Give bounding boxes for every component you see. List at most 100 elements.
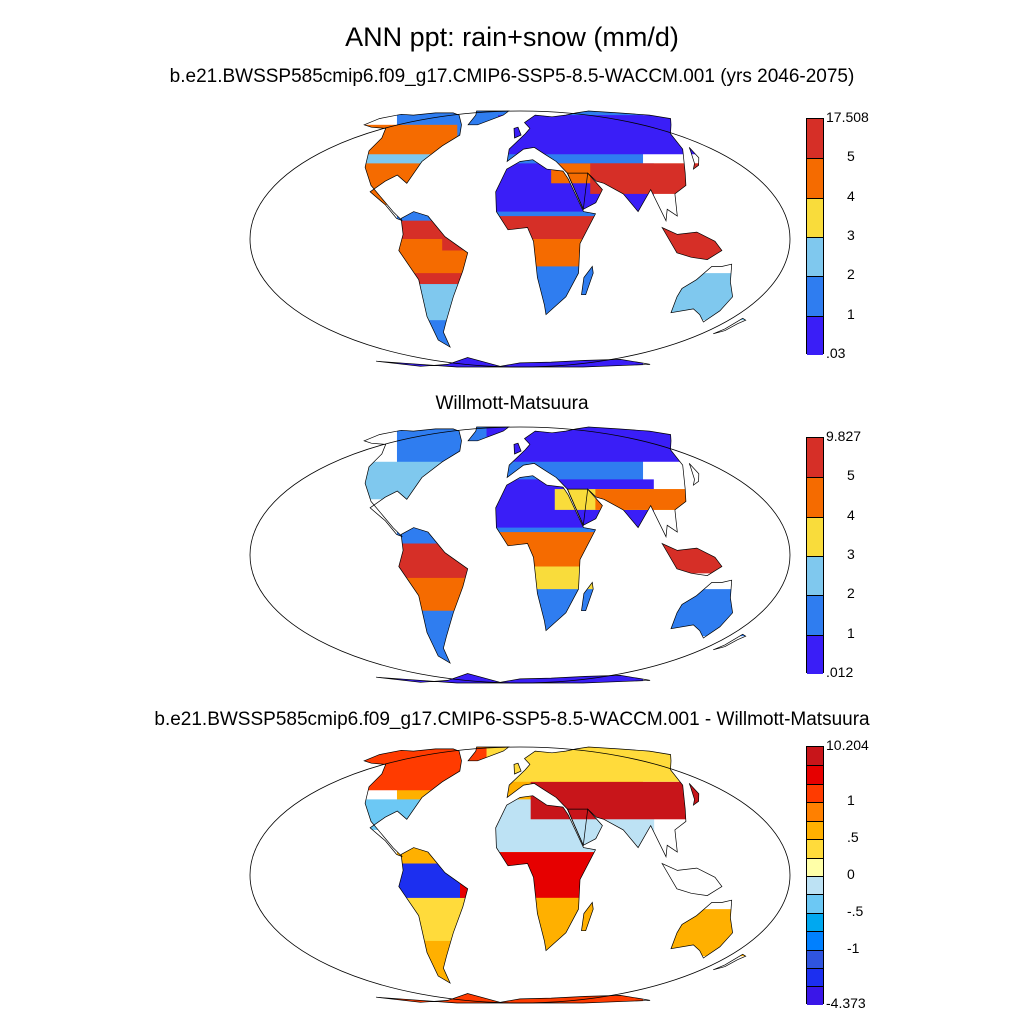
- colorbar-2: [806, 437, 824, 674]
- colorbar-box: [807, 477, 823, 517]
- coastline-antarctica: [376, 673, 651, 684]
- coastline-uk: [513, 442, 522, 455]
- colorbar-label: 10.204: [826, 737, 869, 753]
- colorbar-1: [806, 118, 824, 355]
- colorbar-box: [807, 236, 823, 277]
- colorbar-box: [807, 783, 823, 803]
- colorbar-box: [807, 839, 823, 858]
- colorbar-box: [807, 158, 823, 198]
- coastline-australia: [670, 263, 733, 323]
- coastline-africa: [495, 795, 597, 952]
- data-cell: [601, 536, 746, 574]
- colorbar-box: [807, 634, 823, 674]
- colorbar-label: 17.508: [826, 109, 869, 125]
- coastline-antarctica: [376, 357, 651, 368]
- panel-3-map: [249, 746, 791, 1004]
- coastline-arabia: [566, 172, 603, 210]
- colorbar-label: 4: [847, 187, 855, 204]
- coastline-uk: [513, 762, 522, 775]
- colorbar-label: 1: [847, 624, 855, 641]
- colorbar-label: 4: [847, 506, 855, 523]
- coastline-southAmerica: [398, 527, 469, 664]
- data-cell: [620, 589, 746, 637]
- coastline-indonesia: [661, 226, 723, 260]
- colorbar-box: [807, 765, 823, 784]
- data-cell: [482, 239, 640, 267]
- panel-1-map: [249, 110, 791, 368]
- data-cell: [364, 239, 522, 274]
- coastline-nz: [713, 317, 747, 335]
- colorbar-label: 9.827: [826, 428, 862, 444]
- data-cell: [364, 747, 506, 791]
- land-field: [364, 111, 746, 367]
- data-cell: [486, 427, 746, 462]
- colorbar-box: [807, 875, 823, 895]
- colorbar-label: .012: [826, 664, 854, 680]
- map-outline: [249, 110, 791, 368]
- data-cell: [620, 273, 746, 321]
- colorbar-label: -1: [847, 939, 860, 956]
- data-cell: [460, 852, 640, 898]
- data-cell: [373, 284, 536, 321]
- data-cell: [498, 115, 730, 155]
- data-cell: [368, 577, 525, 611]
- data-cell: [364, 163, 471, 205]
- panel-1-title: b.e21.BWSSP585cmip6.f09_g17.CMIP6-SSP5-8…: [169, 66, 855, 87]
- colorbar-box: [807, 595, 823, 635]
- colorbar-label: 3: [847, 546, 855, 562]
- coastline-japan: [688, 147, 700, 170]
- colorbar-label: -.5: [847, 902, 864, 919]
- coastline-nz: [713, 953, 747, 971]
- coastline-madagascar: [581, 901, 594, 932]
- coastline-uk: [513, 126, 522, 139]
- colorbar-box: [807, 949, 823, 969]
- colorbar-label: 3: [847, 227, 855, 243]
- colorbar-box: [807, 276, 823, 316]
- colorbar-label: 1: [847, 792, 855, 809]
- coastline-arabia: [566, 808, 603, 846]
- panel-2-title: Willmott-Matsuura: [435, 393, 589, 414]
- coastline-arabia: [566, 488, 603, 526]
- colorbar-box: [807, 931, 823, 950]
- coastline-nz: [713, 633, 747, 651]
- colorbar-label: .03: [826, 345, 846, 361]
- coastline-madagascar: [581, 265, 594, 296]
- coastline-southAmerica: [398, 847, 469, 984]
- colorbar-label: 0: [847, 866, 855, 882]
- colorbar-box: [807, 802, 823, 821]
- colorbar-box: [807, 438, 823, 478]
- data-cell: [364, 799, 466, 830]
- coastline-africa: [495, 475, 597, 632]
- colorbar-box: [807, 555, 823, 596]
- data-cell: [595, 489, 746, 510]
- coastline-northAmerica: [363, 428, 462, 538]
- coastline-australia: [670, 579, 733, 639]
- land-field: [364, 427, 746, 683]
- colorbar-box: [807, 986, 823, 1005]
- coastline-japan: [688, 463, 700, 486]
- coastline-northAmerica: [363, 112, 462, 222]
- coastline-antarctica: [376, 993, 651, 1004]
- colorbar-box: [807, 968, 823, 987]
- colorbar-label: 5: [847, 148, 855, 165]
- data-cell: [486, 747, 745, 782]
- coastline-japan: [688, 783, 700, 806]
- colorbar-box: [807, 747, 823, 766]
- colorbar-box: [807, 820, 823, 840]
- map-outline: [249, 746, 791, 1004]
- figure-title: ANN ppt: rain+snow (mm/d): [345, 22, 679, 52]
- coastline-indonesia: [661, 542, 723, 576]
- colorbar-box: [807, 857, 823, 876]
- colorbar-label: -4.373: [826, 995, 866, 1011]
- colorbar-box: [807, 516, 823, 556]
- colorbar-label: 2: [847, 585, 855, 602]
- colorbar-box: [807, 119, 823, 159]
- land-field: [364, 747, 746, 1003]
- colorbar-3: [806, 746, 824, 1005]
- map-outline: [249, 426, 791, 684]
- colorbar-box: [807, 315, 823, 355]
- data-cell: [467, 532, 633, 567]
- colorbar-label: 1: [847, 305, 855, 322]
- colorbar-label: 2: [847, 266, 855, 283]
- colorbar-box: [807, 197, 823, 237]
